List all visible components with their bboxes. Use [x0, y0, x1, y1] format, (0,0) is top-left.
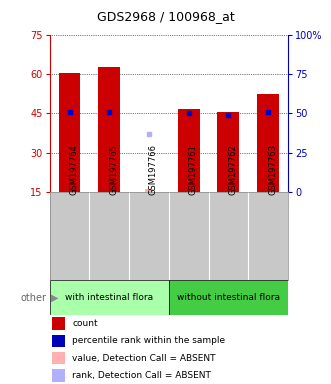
Bar	[169, 280, 288, 315]
Bar	[50, 280, 169, 315]
Text: other: other	[20, 293, 46, 303]
Text: GDS2968 / 100968_at: GDS2968 / 100968_at	[97, 10, 234, 23]
Text: ▶: ▶	[51, 293, 59, 303]
Text: GSM197763: GSM197763	[268, 144, 277, 195]
Bar	[178, 109, 200, 192]
Bar	[145, 189, 153, 192]
Bar	[217, 112, 239, 192]
Text: GSM197761: GSM197761	[189, 144, 198, 195]
Text: GSM197764: GSM197764	[70, 144, 78, 195]
Text: GSM197765: GSM197765	[109, 144, 118, 195]
Bar	[257, 94, 279, 192]
Text: count: count	[72, 319, 98, 328]
Bar	[52, 317, 65, 330]
Text: rank, Detection Call = ABSENT: rank, Detection Call = ABSENT	[72, 371, 211, 380]
Text: without intestinal flora: without intestinal flora	[177, 293, 280, 302]
Text: percentile rank within the sample: percentile rank within the sample	[72, 336, 225, 345]
Text: with intestinal flora: with intestinal flora	[65, 293, 153, 302]
Bar	[52, 334, 65, 347]
Bar	[52, 369, 65, 382]
Text: value, Detection Call = ABSENT: value, Detection Call = ABSENT	[72, 354, 216, 362]
Text: GSM197762: GSM197762	[228, 144, 237, 195]
Text: GSM197766: GSM197766	[149, 144, 158, 195]
Bar	[52, 352, 65, 364]
Bar	[98, 67, 120, 192]
Bar	[59, 73, 80, 192]
